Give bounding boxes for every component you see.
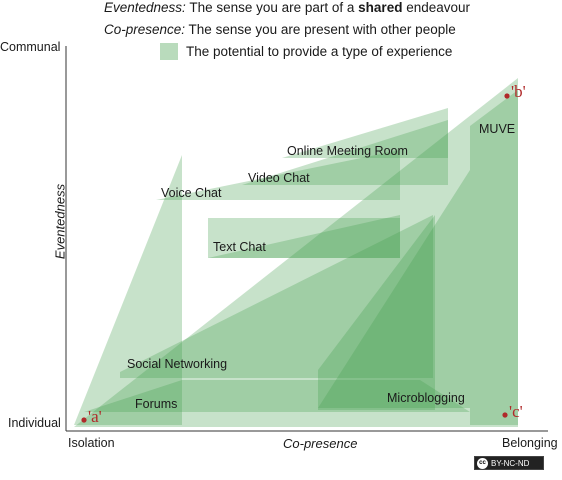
- legend-eventedness-text-a: The sense you are part of a: [185, 0, 359, 15]
- legend-swatch-text: The potential to provide a type of exper…: [186, 44, 453, 59]
- shape-microblogging: [318, 215, 435, 410]
- legend-copresence: Co-presence: The sense you are present w…: [104, 22, 456, 37]
- legend-eventedness: Eventedness: The sense you are part of a…: [104, 0, 470, 15]
- point-c-label: 'c': [509, 402, 523, 421]
- legend-eventedness-bold: shared: [358, 0, 403, 15]
- y-axis-bottom-label: Individual: [8, 416, 61, 430]
- shape-large-triangle: [74, 78, 518, 427]
- label-microblogging: Microblogging: [387, 391, 465, 405]
- point-c-marker: [502, 412, 508, 418]
- shape-forums: [74, 155, 182, 425]
- y-axis-title: Eventedness: [52, 183, 68, 260]
- label-online-meeting-room: Online Meeting Room: [287, 144, 408, 158]
- y-axis-top-label: Communal: [0, 40, 61, 54]
- creative-commons-icon: cc: [477, 457, 488, 469]
- label-forums: Forums: [135, 397, 178, 411]
- point-b-marker: [504, 93, 510, 99]
- shape-forums-band: [84, 380, 470, 412]
- shape-microblogging-inner: [318, 170, 470, 408]
- label-video-chat: Video Chat: [248, 171, 310, 185]
- label-muve: MUVE: [479, 122, 516, 136]
- shape-social-networking: [120, 215, 433, 378]
- x-axis-title: Co-presence: [283, 436, 358, 451]
- label-text-chat: Text Chat: [213, 240, 266, 254]
- legend-eventedness-term: Eventedness:: [104, 0, 186, 15]
- license-badge-text: BY-NC-ND: [491, 458, 530, 468]
- point-a-marker: [81, 417, 87, 423]
- shape-text-chat: [208, 210, 400, 258]
- label-voice-chat: Voice Chat: [161, 186, 222, 200]
- legend-swatch: [160, 43, 178, 60]
- legend-copresence-text: The sense you are present with other peo…: [185, 22, 456, 37]
- shape-voice-chat: [156, 150, 400, 200]
- x-axis-right-label: Belonging: [502, 436, 558, 450]
- label-social-networking: Social Networking: [127, 357, 228, 371]
- license-badge[interactable]: cc BY-NC-ND: [474, 456, 544, 470]
- shape-video-chat: [242, 120, 448, 185]
- shape-online-meeting-room: [282, 108, 448, 158]
- x-axis-left-label: Isolation: [68, 436, 115, 450]
- shape-muve: [470, 90, 518, 425]
- legend-eventedness-text-b: endeavour: [402, 0, 471, 15]
- shape-text-chat-box: [208, 218, 400, 258]
- legend-copresence-term: Co-presence:: [104, 22, 186, 37]
- point-b-label: 'b': [511, 82, 526, 101]
- point-a-label: 'a': [88, 407, 102, 426]
